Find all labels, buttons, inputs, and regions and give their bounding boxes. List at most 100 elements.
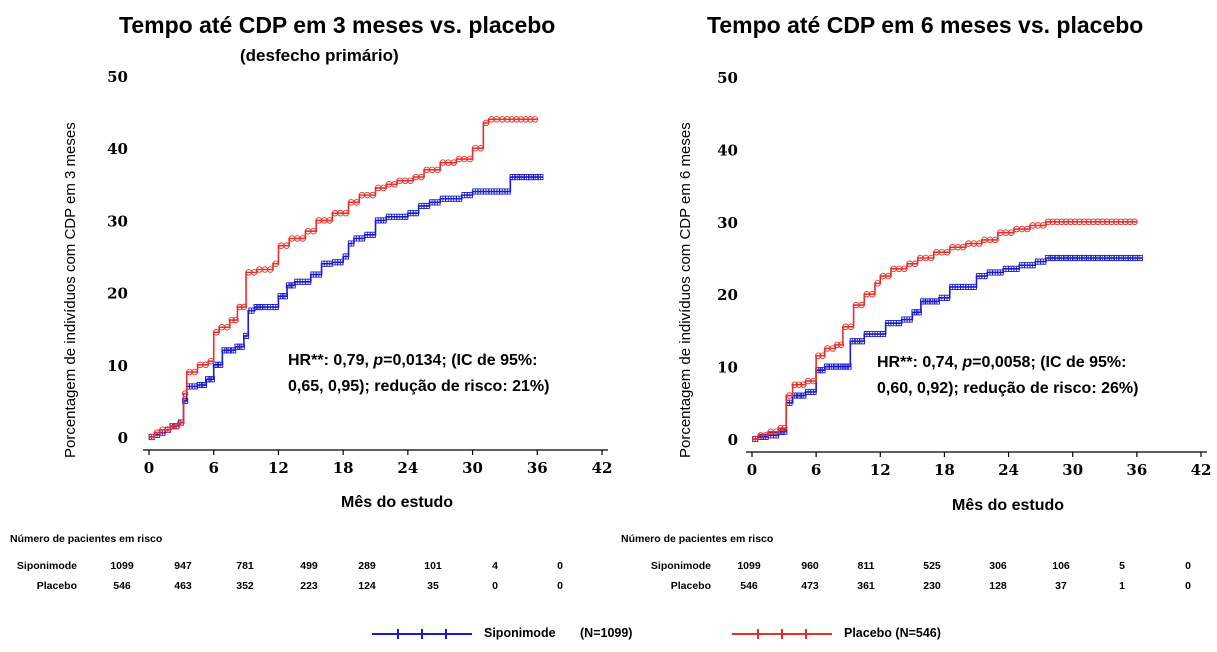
risk-table-title: Número de pacientes em risco [621, 533, 774, 545]
censor-mark [869, 290, 876, 298]
risk-table-title: Número de pacientes em risco [10, 533, 163, 545]
censor-mark [829, 345, 836, 352]
risk-cell: 960 [801, 560, 819, 572]
x-tick-label: 30 [1062, 461, 1083, 479]
censor-mark [240, 303, 248, 311]
censor-mark [786, 392, 793, 399]
x-tick-label: 6 [208, 459, 218, 477]
x-tick-label: 18 [333, 459, 354, 477]
censor-mark [153, 429, 161, 436]
censor-mark [477, 144, 484, 152]
censor-mark [498, 116, 506, 123]
censor-mark [874, 280, 881, 287]
censor-marks-placebo [148, 116, 539, 441]
censor-mark [810, 377, 817, 385]
censor-mark [1080, 218, 1088, 226]
risk-cell: 781 [236, 560, 254, 572]
censor-mark [1044, 218, 1052, 226]
censor-mark [527, 116, 534, 123]
x-tick-label: 24 [998, 461, 1019, 479]
legend-n-siponimode: (N=1099) [580, 626, 633, 640]
x-tick-label: 0 [144, 459, 154, 477]
y-tick-label: 40 [717, 141, 738, 159]
censor-mark [299, 235, 306, 242]
risk-cell: 35 [427, 580, 439, 592]
risk-cell: 106 [1052, 560, 1070, 572]
hazard-ratio-annotation: HR**: 0,79, p=0,0134; (IC de 95%: 0,65, … [288, 348, 549, 400]
censor-mark [1108, 218, 1115, 226]
y-tick-label: 40 [107, 140, 128, 158]
x-tick-label: 6 [811, 461, 821, 479]
x-tick-label: 36 [1126, 461, 1147, 479]
censor-mark [236, 303, 243, 311]
chart-panel-6-months: Tempo até CDP em 6 meses vs. placebo Por… [615, 0, 1217, 610]
censor-mark [1076, 218, 1083, 226]
censor-mark [148, 433, 155, 441]
censor-mark [434, 166, 441, 174]
censor-mark [202, 361, 209, 369]
censor-mark [959, 243, 967, 251]
censor-mark [1094, 218, 1102, 226]
censor-mark [791, 381, 799, 388]
censor-mark [1053, 218, 1061, 226]
censor-mark [267, 266, 274, 273]
censor-mark [342, 209, 350, 217]
risk-cell: 128 [989, 580, 1007, 592]
hr-line1-pre: HR**: 0,79, [288, 352, 374, 369]
censor-mark [1131, 218, 1138, 226]
censor-mark [380, 184, 387, 192]
chart-subtitle: (desfecho primário) [240, 46, 399, 65]
censor-mark [531, 116, 539, 123]
censor-mark [1117, 218, 1125, 226]
censor-mark [164, 426, 172, 434]
censor-mark [283, 242, 290, 249]
censor-marks-siponimode [752, 254, 1143, 443]
risk-row-label: Siponimode [16, 560, 77, 572]
risk-cell: 1 [1119, 580, 1125, 592]
censor-mark [1049, 218, 1056, 226]
censor-mark [795, 381, 803, 388]
censor-mark [1112, 218, 1120, 226]
censor-mark [326, 217, 333, 224]
risk-cell: 0 [492, 580, 498, 592]
risk-cell: 289 [358, 560, 376, 572]
risk-cell: 101 [424, 560, 442, 572]
y-tick-label: 10 [717, 359, 738, 377]
censor-mark [901, 265, 908, 273]
x-tick-label: 18 [934, 461, 955, 479]
km-plot-3-months: 0 6 12 18 24 30 36 42 0 10 20 30 40 50 [107, 68, 612, 477]
risk-cell: 546 [113, 580, 131, 592]
legend: Siponimode (N=1099) Placebo (N=546) [0, 626, 1217, 652]
risk-cell: 473 [801, 580, 819, 592]
risk-cell: 811 [857, 560, 875, 572]
censor-mark [975, 240, 983, 247]
x-tick-label: 24 [397, 459, 418, 477]
censor-mark [508, 116, 516, 123]
censor-mark [757, 432, 765, 439]
risk-cell: 525 [923, 560, 941, 572]
chart-title: Tempo até CDP em 3 meses vs. placebo [119, 12, 556, 38]
x-tick-label: 42 [592, 459, 613, 477]
censor-mark [513, 116, 520, 123]
risk-cell: 4 [492, 560, 498, 572]
censor-mark [178, 419, 185, 426]
risk-cell: 0 [1185, 580, 1191, 592]
km-plot-6-months: 0 6 12 18 24 30 36 42 0 10 20 30 40 50 [717, 69, 1211, 479]
censor-mark [1122, 218, 1129, 226]
x-axis-label: Mês do estudo [952, 497, 1065, 514]
censor-mark [207, 357, 215, 365]
censor-mark [1085, 218, 1093, 226]
censor-marks-siponimode [148, 174, 544, 441]
risk-cell: 37 [1055, 580, 1067, 592]
risk-row-label: Siponimode [650, 560, 711, 572]
risk-cell: 0 [557, 560, 563, 572]
hr-line1-pre: HR**: 0,74, [877, 354, 963, 371]
censor-mark [800, 381, 807, 388]
series-line-placebo [752, 221, 1137, 440]
risk-cell: 124 [358, 580, 376, 592]
risk-cell: 463 [174, 580, 192, 592]
censor-mark [1099, 218, 1106, 226]
censor-mark [1090, 218, 1097, 226]
legend-label-placebo: Placebo (N=546) [844, 626, 941, 640]
y-tick-label: 10 [107, 357, 128, 375]
